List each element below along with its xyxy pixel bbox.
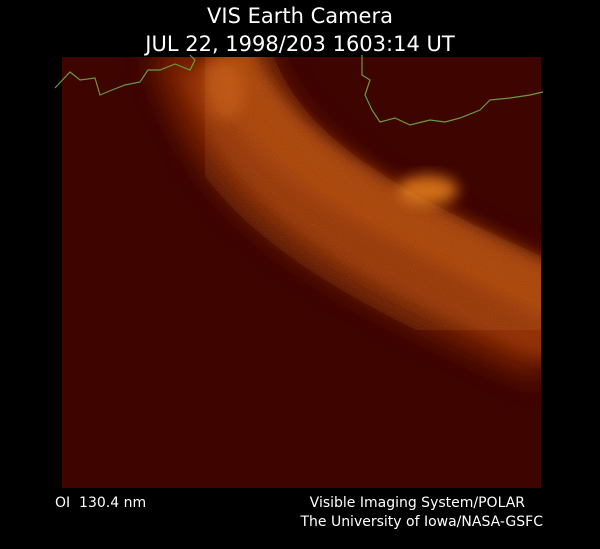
coastline bbox=[54, 54, 196, 96]
timestamp: JUL 22, 1998/203 1603:14 UT bbox=[143, 32, 455, 56]
filter-label: OI 130.4 nm bbox=[55, 495, 146, 511]
camera-image bbox=[62, 57, 541, 488]
coastline bbox=[361, 55, 544, 126]
institution-label: The University of Iowa/NASA-GSFC bbox=[299, 514, 543, 530]
instrument-label: Visible Imaging System/POLAR bbox=[310, 495, 526, 511]
aurora-speckle bbox=[147, 57, 541, 386]
title: VIS Earth Camera bbox=[207, 4, 393, 28]
